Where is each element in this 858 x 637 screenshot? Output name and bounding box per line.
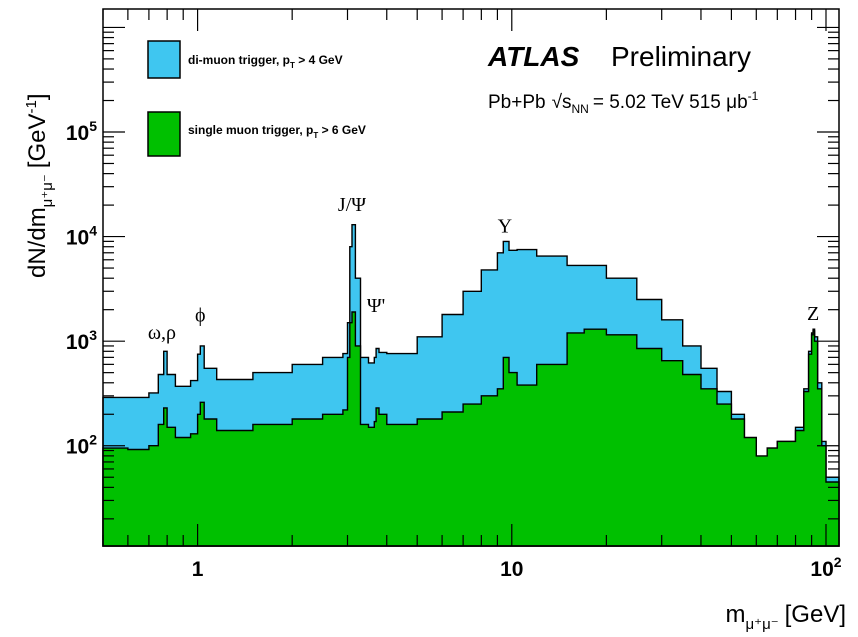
legend-label-dimuon: di-muon trigger, pT > 4 GeV <box>188 53 343 70</box>
y-tick-label: 105 <box>66 118 97 145</box>
y-axis-label: dN/dmμ⁺μ⁻[GeV-1] <box>23 93 56 278</box>
x-axis-label: mμ⁺μ⁻ [GeV] <box>726 601 846 633</box>
peak-label: Ψ' <box>367 295 385 317</box>
peak-label: Z <box>807 303 819 325</box>
chart-subtitle: Preliminary <box>611 41 751 72</box>
x-tick-label: 102 <box>810 554 841 581</box>
series-single-muon-area <box>102 311 840 547</box>
x-tick-label: 10 <box>500 558 523 581</box>
plot-frame <box>102 8 840 547</box>
series-layer <box>102 224 840 547</box>
legend-swatch-dimuon <box>147 40 181 79</box>
legend: di-muon trigger, pT > 4 GeV single muon … <box>147 40 366 157</box>
y-tick-label: 102 <box>66 432 97 459</box>
legend-swatch-single-muon <box>147 111 181 157</box>
peak-label: ω,ρ <box>148 322 176 344</box>
peak-label: J/Ψ <box>338 194 366 216</box>
collision-info: Pb+Pb √sNN = 5.02 TeV 515 μb-1 <box>488 89 759 116</box>
y-tick-label: 104 <box>66 223 97 250</box>
peak-label: ϕ <box>195 304 206 326</box>
tick-layer: 1 10 102 102 103 104 105 <box>66 9 842 581</box>
legend-label-single-muon: single muon trigger, pT > 6 GeV <box>188 123 366 140</box>
y-tick-label: 103 <box>66 327 97 354</box>
chart-title: ATLAS <box>487 41 580 72</box>
annotation-layer: ω,ρ ϕ J/Ψ Ψ' Υ Z <box>148 194 819 344</box>
peak-label: Υ <box>498 215 512 237</box>
x-tick-label: 1 <box>192 558 204 581</box>
